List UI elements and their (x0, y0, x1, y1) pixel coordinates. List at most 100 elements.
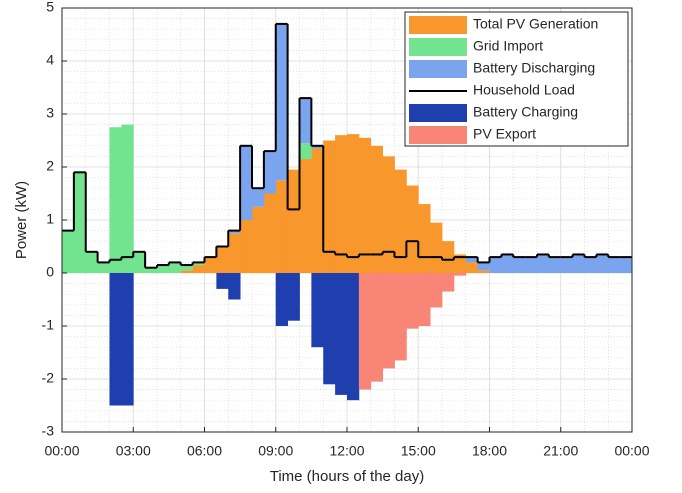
marks-layer (62, 22, 633, 406)
area-step (453, 254, 467, 273)
area-step (370, 145, 384, 273)
area-step (358, 137, 372, 273)
area-step (121, 124, 134, 273)
legend-box (404, 11, 629, 147)
x-tick-label: 06:00 (187, 443, 222, 459)
area-step (311, 145, 324, 149)
area-step (489, 257, 502, 273)
area-step (121, 273, 134, 406)
area-step (73, 172, 87, 273)
area-step (263, 151, 277, 194)
area-step (382, 273, 395, 369)
area-step (335, 273, 348, 395)
area-step (501, 254, 514, 273)
area-step (240, 220, 253, 273)
area-step (109, 127, 122, 273)
area-step (275, 180, 289, 273)
area-step (394, 273, 407, 361)
area-step (192, 262, 205, 266)
x-tick-label: 09:00 (258, 443, 293, 459)
x-tick-label: 00:00 (44, 443, 79, 459)
y-tick-label: 4 (46, 52, 54, 68)
area-step (430, 222, 443, 273)
area-step (287, 169, 300, 273)
y-tick-label: 3 (46, 105, 54, 121)
area-step (453, 273, 467, 276)
area-step (347, 134, 360, 273)
legend-label: Total PV Generation (473, 16, 598, 32)
area-step (228, 233, 241, 273)
area-step (180, 270, 194, 273)
area-step (252, 206, 265, 273)
area-step (608, 257, 621, 273)
area-step (311, 148, 324, 273)
area-step (620, 257, 633, 273)
x-tick-label: 18:00 (472, 443, 507, 459)
area-step (442, 273, 455, 292)
area-step (572, 254, 585, 273)
area-step (418, 204, 431, 273)
area-step (596, 254, 609, 273)
area-step (430, 273, 443, 308)
legend-swatch (409, 60, 467, 78)
area-step (311, 273, 324, 348)
x-tick-label: 00:00 (614, 443, 649, 459)
area-step (263, 193, 277, 273)
area-step (323, 140, 336, 273)
text-layer: -3 -2 -1 0 1 2 3 4 5 00:00 03:00 06:00 09:00 12:00 15:… (42, 0, 650, 459)
y-tick-label: -3 (42, 423, 55, 439)
area-step (584, 257, 597, 273)
area-step (299, 143, 312, 160)
x-tick-label: 12:00 (329, 443, 364, 459)
area-step (204, 257, 217, 273)
area-step (228, 230, 241, 234)
legend-swatch (409, 126, 467, 144)
y-tick-label: -1 (42, 317, 55, 333)
area-step (418, 273, 431, 326)
area-step (62, 230, 75, 273)
area-step (287, 273, 300, 321)
area-step (477, 262, 490, 271)
area-step (382, 156, 395, 273)
y-tick-label: 2 (46, 158, 54, 174)
area-step (323, 273, 336, 385)
legend-label: Household Load (473, 82, 575, 98)
area-step (370, 273, 384, 382)
x-axis-label: Time (hours of the day) (270, 468, 425, 485)
area-step (525, 257, 538, 273)
area-step (192, 265, 205, 273)
area-step (275, 23, 289, 181)
legend-swatch (409, 38, 467, 56)
area-step (465, 262, 479, 273)
y-axis-label: Power (kW) (13, 181, 30, 259)
x-tick-label: 21:00 (543, 443, 578, 459)
area-step (145, 267, 158, 273)
area-step (240, 145, 253, 220)
area-step (157, 265, 170, 273)
legend: Total PV Generation Grid Import Battery Di… (404, 11, 629, 147)
area-step (216, 273, 229, 289)
area-step (228, 273, 241, 300)
legend-label: Grid Import (473, 38, 543, 54)
legend-label: Battery Charging (473, 104, 578, 120)
area-step (548, 257, 562, 273)
area-step (465, 257, 479, 263)
area-step (347, 273, 360, 401)
legend-swatch (409, 104, 467, 122)
area-step (477, 270, 490, 273)
area-step (85, 251, 99, 273)
area-step (299, 159, 312, 273)
x-tick-label: 15:00 (401, 443, 436, 459)
area-step (560, 257, 574, 273)
y-tick-label: 5 (46, 0, 54, 15)
area-step (406, 273, 419, 329)
area-step (537, 254, 550, 273)
y-tick-label: -2 (42, 370, 55, 386)
legend-label: Battery Discharging (473, 60, 595, 76)
area-step (299, 98, 312, 144)
legend-label: PV Export (473, 126, 536, 142)
area-step (406, 185, 419, 273)
area-step (133, 251, 146, 273)
area-step (442, 241, 455, 273)
